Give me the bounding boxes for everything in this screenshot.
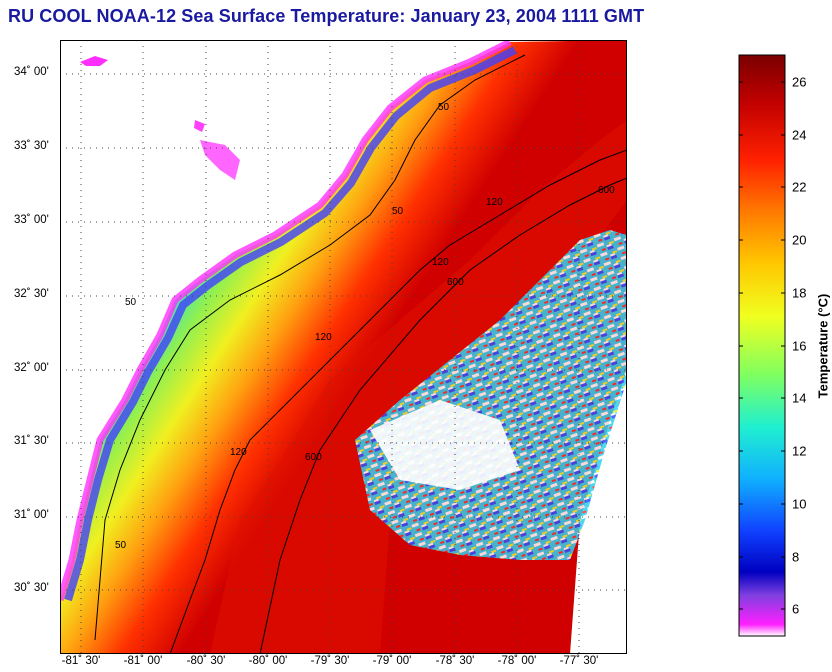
lon-label: -80˚ 30' <box>186 655 226 667</box>
page-title: RU COOL NOAA-12 Sea Surface Temperature:… <box>8 6 645 26</box>
lat-label: 33˚ 30' <box>14 140 49 152</box>
colorbar-tick: 14 <box>792 390 807 406</box>
colorbar-tick: 16 <box>792 338 807 354</box>
colorbar-tick: 26 <box>792 74 807 90</box>
isobath-label: 50 <box>392 206 404 217</box>
lon-label: -81˚ 00' <box>123 655 163 667</box>
isobath-label: 600 <box>447 277 464 288</box>
colorbar-tick: 8 <box>792 549 800 565</box>
isobath-contours <box>94 54 627 654</box>
isobath-label: 120 <box>315 332 332 343</box>
lat-label: 30˚ 30' <box>14 582 49 594</box>
isobath-label: 600 <box>598 185 615 196</box>
isobath-label: 120 <box>486 197 503 208</box>
lon-label: -80˚ 00' <box>248 655 288 667</box>
lat-label: 34˚ 00' <box>14 66 49 78</box>
lat-label: 31˚ 30' <box>14 435 49 447</box>
lat-label: 32˚ 00' <box>14 362 49 374</box>
graticule <box>60 40 627 654</box>
colorbar-tick: 24 <box>792 127 807 143</box>
sst-map: 50 50 50 50 120 120 120 120 600 600 600 <box>60 40 627 654</box>
colorbar-tick: 10 <box>792 496 807 512</box>
isobath-label: 50 <box>438 102 450 113</box>
lat-label: 31˚ 00' <box>14 509 49 521</box>
colorbar-tick: 18 <box>792 285 807 301</box>
isobath-label: 600 <box>305 452 322 463</box>
lon-label: -81˚ 30' <box>61 655 101 667</box>
lat-label: 33˚ 00' <box>14 214 49 226</box>
lon-label: -78˚ 00' <box>497 655 537 667</box>
colorbar-tick: 22 <box>792 179 807 195</box>
isobath-label: 50 <box>115 540 127 551</box>
lon-label: -79˚ 30' <box>310 655 350 667</box>
isobath-label: 120 <box>230 447 247 458</box>
lon-label: -78˚ 30' <box>435 655 475 667</box>
lon-label: -77˚ 30' <box>559 655 599 667</box>
map-frame <box>60 40 627 654</box>
lat-label: 32˚ 30' <box>14 288 49 300</box>
colorbar-title: Temperature (°C) <box>815 293 831 399</box>
isobath-label: 120 <box>432 257 449 268</box>
colorbar-tick: 20 <box>792 232 807 248</box>
lon-label: -79˚ 00' <box>372 655 412 667</box>
colorbar <box>738 54 786 637</box>
colorbar-tick: 6 <box>792 601 800 617</box>
colorbar-tick: 12 <box>792 443 807 459</box>
isobath-label: 50 <box>125 297 137 308</box>
